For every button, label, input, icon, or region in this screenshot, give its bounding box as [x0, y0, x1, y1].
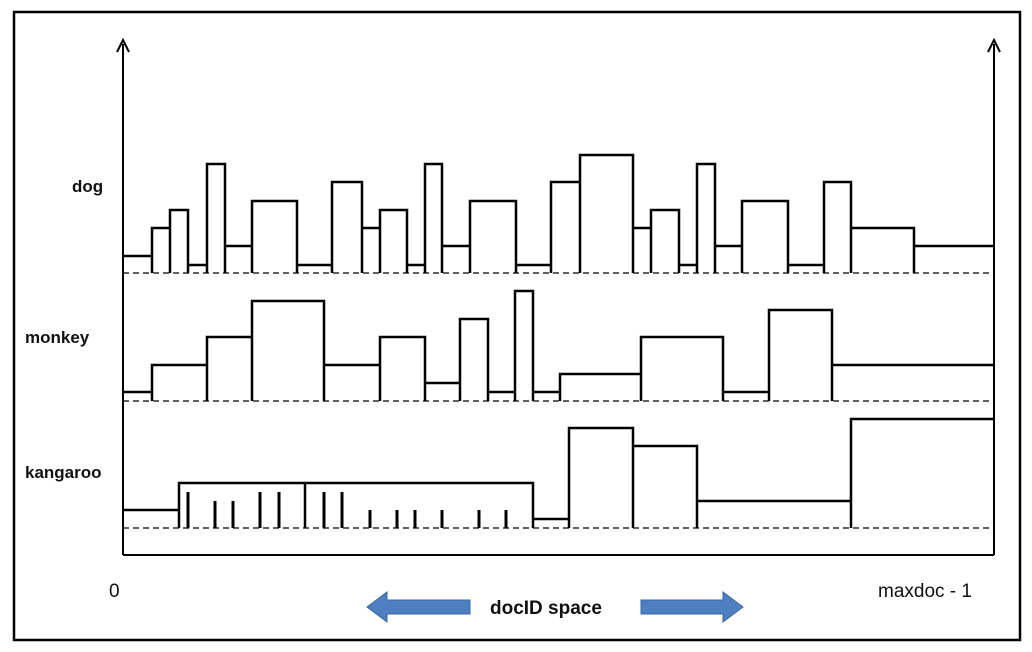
term-label-dog: dog	[72, 177, 103, 196]
right-axis-arrowhead	[987, 37, 1001, 53]
left-arrow-icon	[366, 591, 471, 623]
dog-posting-profile	[123, 153, 994, 273]
kangaroo-posting-spikes	[186, 492, 508, 528]
axes	[116, 37, 1001, 556]
left-axis-arrowhead	[116, 37, 130, 53]
diagram-frame	[12, 10, 1022, 642]
term-label-kangaroo: kangaroo	[25, 463, 102, 482]
axis-max-label: maxdoc - 1	[878, 581, 972, 602]
kangaroo-posting-profile	[123, 417, 994, 528]
right-arrow-icon	[640, 591, 744, 623]
monkey-posting-profile	[123, 289, 994, 401]
docid-space-label: docID space	[490, 598, 602, 619]
term-label-monkey: monkey	[25, 328, 90, 347]
axis-origin-label: 0	[109, 581, 120, 602]
